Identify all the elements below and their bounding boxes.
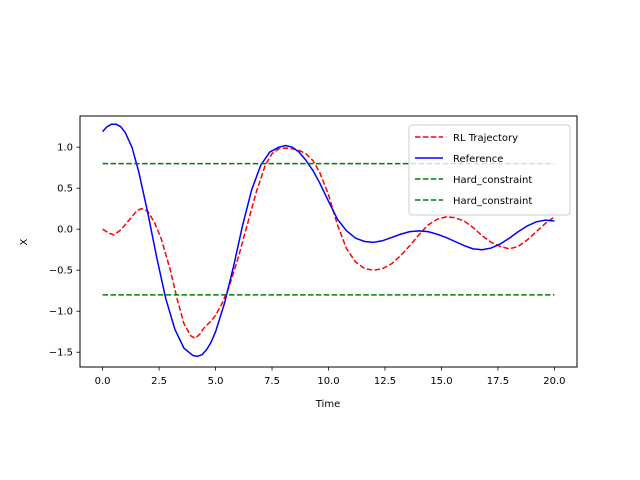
x-tick-label: 17.5 — [487, 376, 509, 387]
legend: RL Trajectory Reference Hard_constraint Har… — [408, 124, 571, 216]
x-tick-label: 12.5 — [374, 376, 396, 387]
legend-box — [408, 124, 571, 216]
y-axis-label: X — [19, 238, 30, 245]
x-tick-label: 7.5 — [264, 376, 280, 387]
x-tick-label: 2.5 — [151, 376, 167, 387]
y-tick-label: −1.0 — [49, 307, 73, 318]
legend-label: RL Trajectory — [453, 133, 518, 144]
series-line-0 — [102, 147, 555, 340]
x-axis-label: Time — [315, 399, 340, 410]
y-tick-label: −0.5 — [49, 266, 73, 277]
series-layer — [102, 123, 555, 358]
x-tick-label: 20.0 — [543, 376, 565, 387]
series-line-1 — [102, 123, 555, 358]
legend-label: Reference — [453, 154, 503, 165]
y-axis-ticks: 1.0 0.5 0.0 −0.5 −1.0 −1.5 — [49, 143, 80, 359]
x-tick-label: 15.0 — [430, 376, 452, 387]
x-tick-label: 0.0 — [95, 376, 111, 387]
y-tick-label: 0.0 — [57, 225, 73, 236]
x-axis-ticks: 0.0 2.5 5.0 7.5 10.0 12.5 15.0 17.5 20.0 — [95, 367, 566, 387]
y-tick-label: 0.5 — [57, 184, 73, 195]
legend-label: Hard_constraint — [453, 175, 532, 186]
y-tick-label: −1.5 — [49, 348, 73, 359]
x-tick-label: 5.0 — [208, 376, 224, 387]
x-tick-label: 10.0 — [317, 376, 339, 387]
legend-label: Hard_constraint — [453, 196, 532, 207]
y-tick-label: 1.0 — [57, 143, 73, 154]
